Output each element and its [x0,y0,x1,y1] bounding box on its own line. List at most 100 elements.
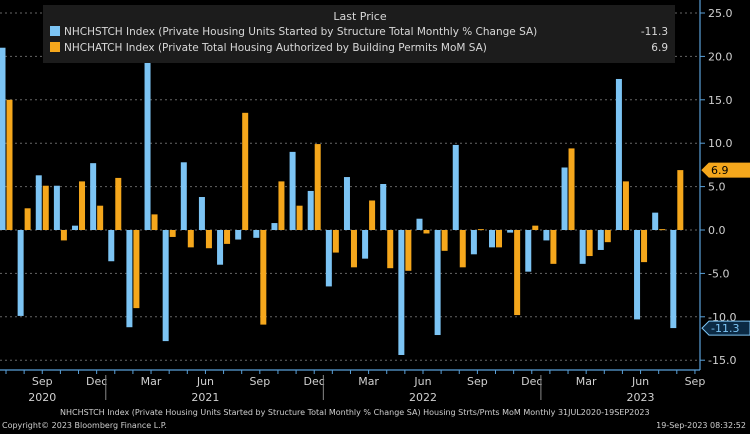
bar-starts [271,223,278,230]
bar-permits [278,181,285,230]
bar-permits [423,230,430,234]
bar-starts [108,230,115,262]
bar-starts [561,167,568,230]
x-tick-label: Mar [141,375,162,388]
bar-starts [525,230,532,272]
legend-last-value: 6.9 [651,42,668,54]
bar-permits [187,230,194,248]
x-tick-label: Mar [358,375,379,388]
bar-starts [489,230,496,248]
bar-permits [169,230,176,237]
y-tick-label: -10.0 [708,311,736,324]
bar-permits [24,208,31,230]
bar-permits [205,230,212,249]
y-tick-label: 25.0 [708,7,733,20]
bar-starts [35,175,42,230]
bar-starts [470,230,477,255]
timestamp: 19-Sep-2023 08:32:52 [656,421,746,430]
bar-permits [350,230,357,268]
bar-starts [72,225,79,230]
last-value-label: -11.3 [711,322,739,335]
bar-permits [296,205,303,230]
last-value-tag [701,320,750,336]
bar-starts [343,177,350,230]
bar-permits [260,230,267,325]
bar-starts [180,162,187,230]
bar-permits [224,230,231,244]
x-tick-label: Dec [86,375,107,388]
bar-permits [151,214,158,230]
bar-permits [532,225,539,230]
bar-starts [634,230,641,320]
bar-permits [387,230,394,269]
bar-permits [97,205,104,230]
x-tick-label: Jun [631,375,649,388]
bar-starts [144,60,151,230]
bar-permits [477,229,484,231]
x-tick-label: Jun [196,375,214,388]
x-year-label: 2020 [28,391,56,404]
y-tick-label: 5.0 [708,181,726,194]
bar-permits [42,185,49,230]
x-year-label: 2021 [191,391,219,404]
y-tick-label: -5.0 [708,267,729,280]
legend-label: NHCHSTCH Index (Private Housing Units St… [64,26,537,38]
bar-starts [325,230,332,287]
bar-starts [126,230,133,328]
copyright: Copyright© 2023 Bloomberg Finance L.P. [2,421,167,430]
chart-description: NHCHSTCH Index (Private Housing Units St… [60,408,650,417]
bar-starts [543,230,550,241]
bar-permits [405,230,412,271]
bar-starts [217,230,224,265]
bar-starts [162,230,169,342]
x-tick-label: Dec [304,375,325,388]
bar-permits [568,148,575,230]
y-tick-label: 10.0 [708,137,733,150]
bar-permits [115,177,122,230]
bar-starts [398,230,405,355]
bar-permits [6,99,13,230]
bar-permits [79,181,86,230]
x-tick-label: Sep [467,375,488,388]
bar-permits [242,112,249,230]
x-tick-label: Sep [32,375,53,388]
bar-permits [641,230,648,263]
y-tick-label: 20.0 [708,50,733,63]
bar-permits [60,230,67,241]
bar-permits [622,181,629,230]
bar-permits [550,230,557,264]
bar-permits [514,230,521,316]
bar-starts [652,212,659,230]
bar-starts [452,144,459,230]
legend-title: Last Price [333,10,386,23]
bar-permits [604,230,611,243]
legend-last-value: -11.3 [641,26,668,38]
x-year-label: 2023 [627,391,655,404]
bar-permits [332,230,339,253]
legend-box [43,5,675,63]
bar-starts [17,230,24,316]
bar-starts [362,230,369,259]
legend-swatch [50,42,60,52]
bar-permits [586,230,593,257]
bar-permits [314,144,321,230]
bar-permits [496,230,503,248]
bar-starts [579,230,586,264]
bar-starts [670,230,677,329]
bar-starts [198,197,205,230]
bar-permits [441,230,448,251]
bar-starts [53,185,60,230]
y-tick-label: -15.0 [708,354,736,367]
bar-starts [0,47,6,230]
last-value-tag [701,162,750,178]
bar-starts [307,190,314,230]
bar-starts [416,218,423,230]
bar-permits [133,230,140,309]
bar-starts [597,230,604,250]
x-tick-label: Mar [576,375,597,388]
x-tick-label: Sep [685,375,706,388]
y-tick-label: 0.0 [708,224,726,237]
bar-permits [659,229,666,231]
bar-starts [507,230,514,233]
